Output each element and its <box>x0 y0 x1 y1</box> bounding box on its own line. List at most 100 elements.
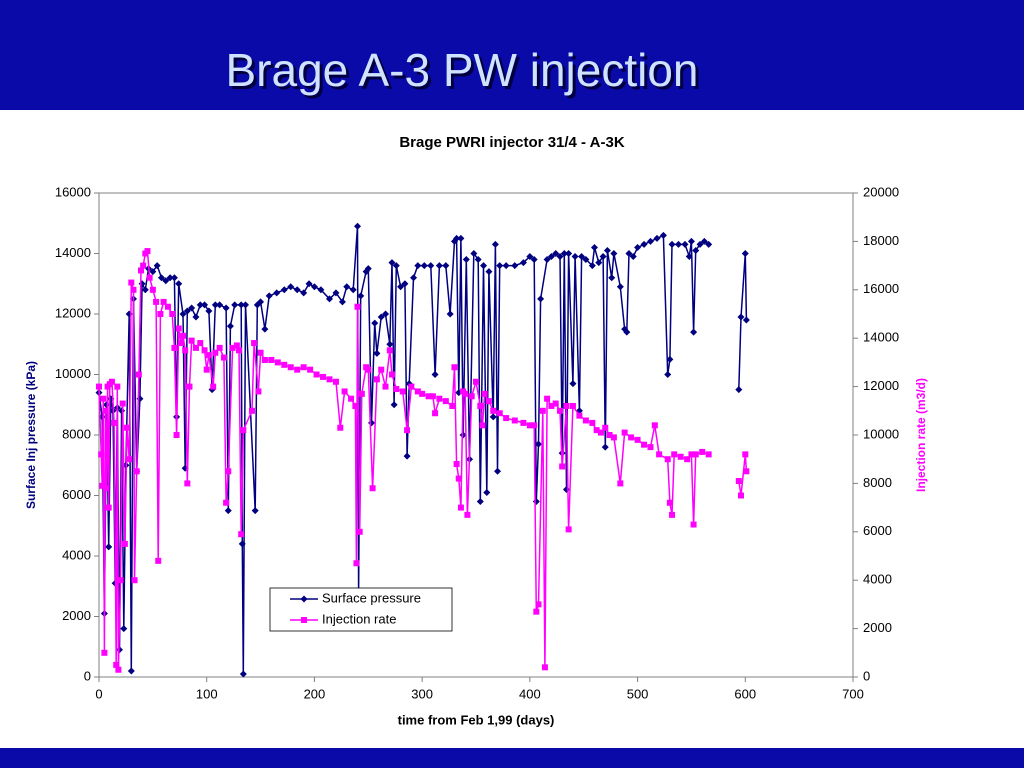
data-point <box>182 347 189 354</box>
data-point <box>480 262 488 270</box>
data-point <box>403 452 411 460</box>
data-point <box>483 488 491 496</box>
data-point <box>287 283 295 291</box>
data-point <box>170 274 178 282</box>
data-point <box>653 234 661 242</box>
data-point <box>136 395 144 403</box>
data-point <box>666 499 673 506</box>
data-point <box>352 402 359 409</box>
y-tick-label: 6000 <box>62 487 91 502</box>
data-point <box>557 407 564 414</box>
data-point <box>388 259 396 267</box>
data-point <box>169 311 176 317</box>
data-point <box>481 390 488 397</box>
data-point <box>562 485 570 493</box>
data-point <box>664 371 672 378</box>
legend-marker <box>301 617 307 623</box>
data-point <box>565 526 572 533</box>
data-point <box>349 286 357 294</box>
data-point <box>348 395 355 402</box>
data-point <box>337 424 344 431</box>
data-point <box>300 289 308 297</box>
data-point <box>157 274 165 282</box>
data-point <box>119 400 126 407</box>
data-point <box>432 410 439 417</box>
data-point <box>138 280 146 288</box>
data-point <box>188 304 196 312</box>
data-point <box>401 280 409 288</box>
y2-axis-label: Injection rate (m3/d) <box>914 378 928 492</box>
data-point <box>377 313 385 321</box>
data-point <box>687 237 695 245</box>
data-point <box>273 289 281 297</box>
y2-tick-label: 0 <box>863 668 870 683</box>
data-point <box>552 400 559 407</box>
data-point <box>192 313 200 321</box>
data-point <box>220 354 227 361</box>
data-point <box>526 422 533 429</box>
data-point <box>353 560 360 567</box>
data-point <box>96 383 102 390</box>
data-point <box>184 480 191 487</box>
data-point <box>223 499 230 506</box>
data-point <box>166 274 174 282</box>
data-point <box>476 498 484 506</box>
data-point <box>364 265 372 273</box>
data-point <box>293 286 301 294</box>
data-point <box>332 378 339 385</box>
data-point <box>326 376 333 383</box>
data-point <box>294 366 301 373</box>
data-point <box>103 485 110 492</box>
data-point <box>442 262 450 270</box>
data-point <box>238 540 246 548</box>
data-point <box>453 234 461 242</box>
data-point <box>180 332 187 339</box>
data-point <box>468 393 475 400</box>
data-point <box>127 667 135 675</box>
legend-label: Injection rate <box>322 611 396 626</box>
data-point <box>371 319 379 327</box>
x-axis-label: time from Feb 1,99 (days) <box>398 712 555 727</box>
data-point <box>429 393 436 400</box>
chart-title: Brage PWRI injector 31/4 - A-3K <box>399 134 624 151</box>
data-point <box>115 666 122 673</box>
data-point <box>462 390 469 397</box>
plot-frame <box>98 192 854 678</box>
data-point <box>117 577 124 584</box>
data-point <box>261 325 269 333</box>
data-point <box>357 292 365 300</box>
data-point <box>386 340 394 348</box>
data-point <box>530 256 538 264</box>
data-point <box>305 280 313 288</box>
data-point <box>101 649 108 656</box>
data-point <box>576 412 583 419</box>
data-point <box>183 307 191 315</box>
data-point <box>420 262 428 270</box>
data-point <box>222 304 230 312</box>
data-point <box>442 398 449 405</box>
data-point <box>511 417 518 424</box>
data-point <box>135 371 142 378</box>
data-point <box>317 286 325 294</box>
y-tick-label: 12000 <box>55 305 91 320</box>
data-point <box>599 253 607 261</box>
data-point <box>341 388 348 395</box>
data-point <box>216 301 224 309</box>
data-point <box>358 390 365 397</box>
data-point <box>236 347 243 354</box>
data-point <box>669 511 676 518</box>
data-point <box>742 451 749 458</box>
data-point <box>155 557 162 564</box>
data-point <box>133 468 140 475</box>
data-point <box>229 344 236 351</box>
data-point <box>188 337 195 344</box>
data-point <box>144 248 151 255</box>
footer-bar <box>0 748 1024 768</box>
data-point <box>569 402 576 409</box>
data-point <box>485 268 493 276</box>
data-point <box>108 378 115 385</box>
data-point <box>149 286 156 293</box>
data-point <box>705 451 712 458</box>
data-point <box>171 344 178 351</box>
data-point <box>153 262 161 270</box>
